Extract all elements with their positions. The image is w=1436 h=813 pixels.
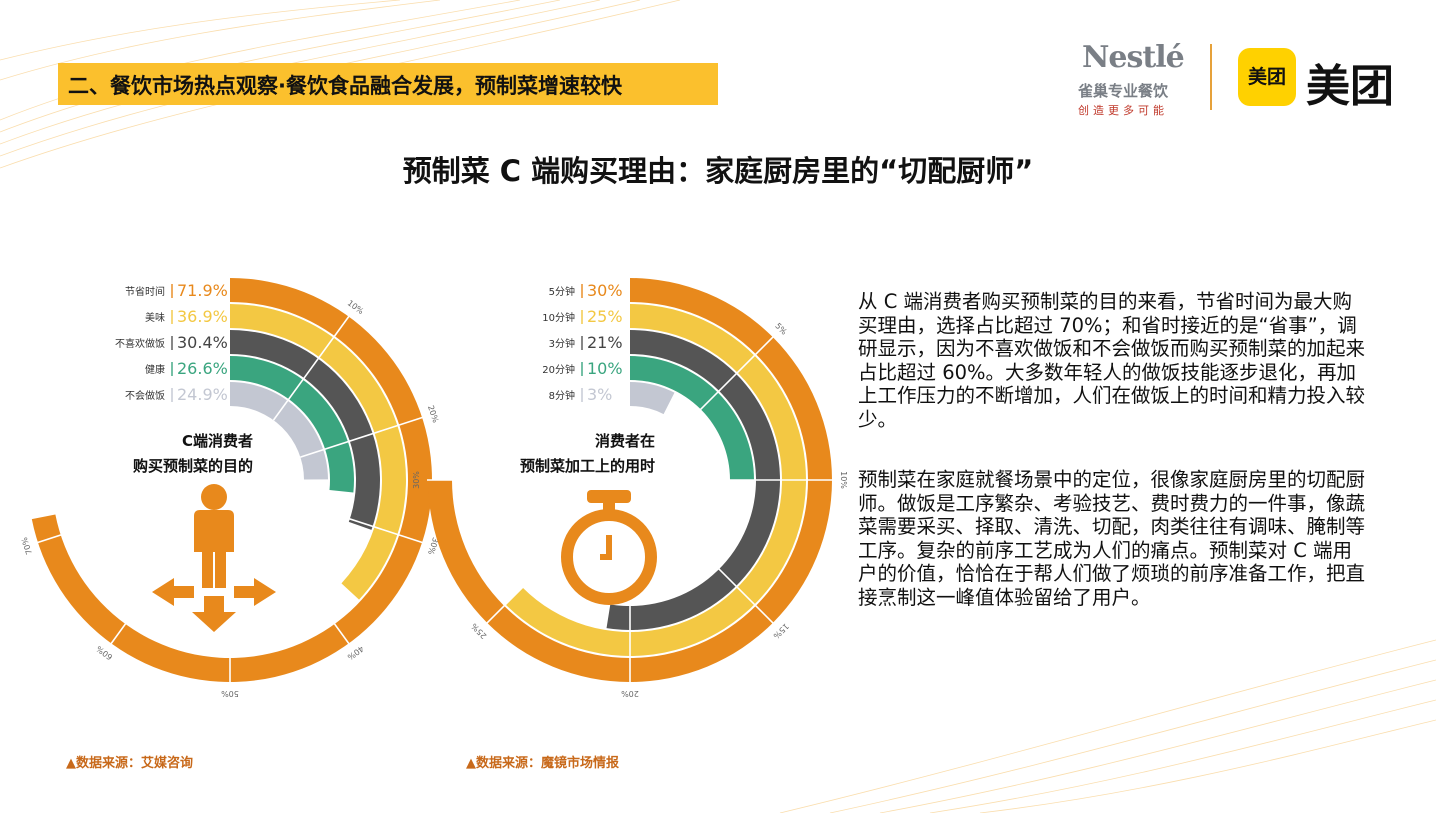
partner-logos: Nestlé 雀巢专业餐饮 创造更多可能 美团 美团	[1060, 36, 1410, 118]
radial-bar-3	[606, 330, 781, 630]
category-label: 20分钟	[542, 363, 575, 376]
tick-label: 10%	[839, 471, 848, 489]
tick-label: 5%	[773, 321, 789, 337]
tick-divider	[300, 502, 424, 544]
value-label: 10%	[587, 359, 623, 378]
tick-divider	[272, 315, 350, 421]
category-label: 10分钟	[542, 311, 575, 324]
category-label: 健康	[145, 363, 165, 376]
radial-bar-3	[230, 330, 381, 530]
section-title-bar	[58, 63, 718, 105]
tick-label: 30%	[412, 471, 421, 489]
category-label: 8分钟	[549, 389, 575, 402]
tick-divider	[272, 539, 350, 645]
tick-label: 25%	[469, 621, 488, 640]
logo-divider	[1210, 44, 1212, 110]
tick-label: 20%	[621, 689, 639, 698]
category-label: 5分钟	[549, 285, 575, 298]
tick-divider	[681, 335, 775, 429]
center-text-line-1: C端消费者	[182, 432, 253, 450]
meituan-logo-word: 美团	[1306, 61, 1394, 112]
page-title: 预制菜 C 端购买理由：家庭厨房里的“切配厨师”	[402, 154, 1034, 188]
value-label: 3%	[587, 385, 612, 404]
radial-bar-2	[230, 304, 407, 600]
category-label: 节省时间	[125, 285, 165, 298]
radial-bar-4	[230, 356, 355, 493]
tick-label: 15%	[771, 621, 790, 640]
stopwatch-icon	[561, 490, 657, 605]
tick-divider	[36, 502, 160, 544]
value-label: 30%	[587, 281, 623, 300]
value-label: 26.6%	[177, 359, 228, 378]
chart1-source: ▲数据来源：艾媒咨询	[66, 756, 193, 771]
value-label: 71.9%	[177, 281, 228, 300]
category-label: 3分钟	[549, 337, 575, 350]
chart2-source: ▲数据来源：魔镜市场情报	[466, 756, 619, 771]
category-label: 美味	[145, 311, 165, 324]
tick-divider	[300, 416, 424, 458]
nestle-slogan: 创造更多可能	[1078, 104, 1168, 117]
person-arrows-icon	[152, 484, 276, 632]
section-title: 二、餐饮市场热点观察·餐饮食品融合发展，预制菜增速较快	[68, 74, 622, 98]
analysis-paragraph-1: 从 C 端消费者购买预制菜的目的来看，节省时间为最大购买理由，选择占比超过 70…	[858, 290, 1366, 431]
cooking-time-radial-chart: 5分钟 30% 10分钟 25% 3分钟 21% 20分钟 10% 8分钟 3% 5% 10% 15% 2…	[412, 278, 848, 698]
value-label: 30.4%	[177, 333, 228, 352]
tick-label: 50%	[221, 689, 239, 698]
value-label: 21%	[587, 333, 623, 352]
value-label: 36.9%	[177, 307, 228, 326]
analysis-paragraph-2: 预制菜在家庭就餐场景中的定位，很像家庭厨房里的切配厨师。做饭是工序繁杂、考验技艺…	[858, 468, 1366, 609]
value-label: 24.9%	[177, 385, 228, 404]
center-text-line-2: 购买预制菜的目的	[133, 457, 253, 475]
meituan-logo-badge: 美团	[1238, 48, 1296, 106]
value-label: 25%	[587, 307, 623, 326]
category-label: 不会做饭	[125, 389, 165, 402]
tick-divider	[681, 531, 775, 625]
nestle-logo: Nestlé	[1082, 40, 1185, 75]
radial-bar-4	[630, 356, 754, 480]
nestle-professional-label: 雀巢专业餐饮	[1078, 82, 1169, 100]
radial-bar-5	[230, 382, 328, 480]
category-label: 不喜欢做饭	[115, 337, 165, 350]
purpose-radial-chart: 节省时间 71.9% 美味 36.9% 不喜欢做饭 30.4% 健康 26.6% 不会做饭 24.…	[20, 278, 440, 698]
radial-bar-5	[630, 382, 675, 415]
radial-bar-2	[505, 304, 807, 656]
center-text-line-1: 消费者在	[595, 432, 655, 450]
center-text-line-2: 预制菜加工上的用时	[520, 457, 655, 475]
tick-divider	[110, 539, 188, 645]
